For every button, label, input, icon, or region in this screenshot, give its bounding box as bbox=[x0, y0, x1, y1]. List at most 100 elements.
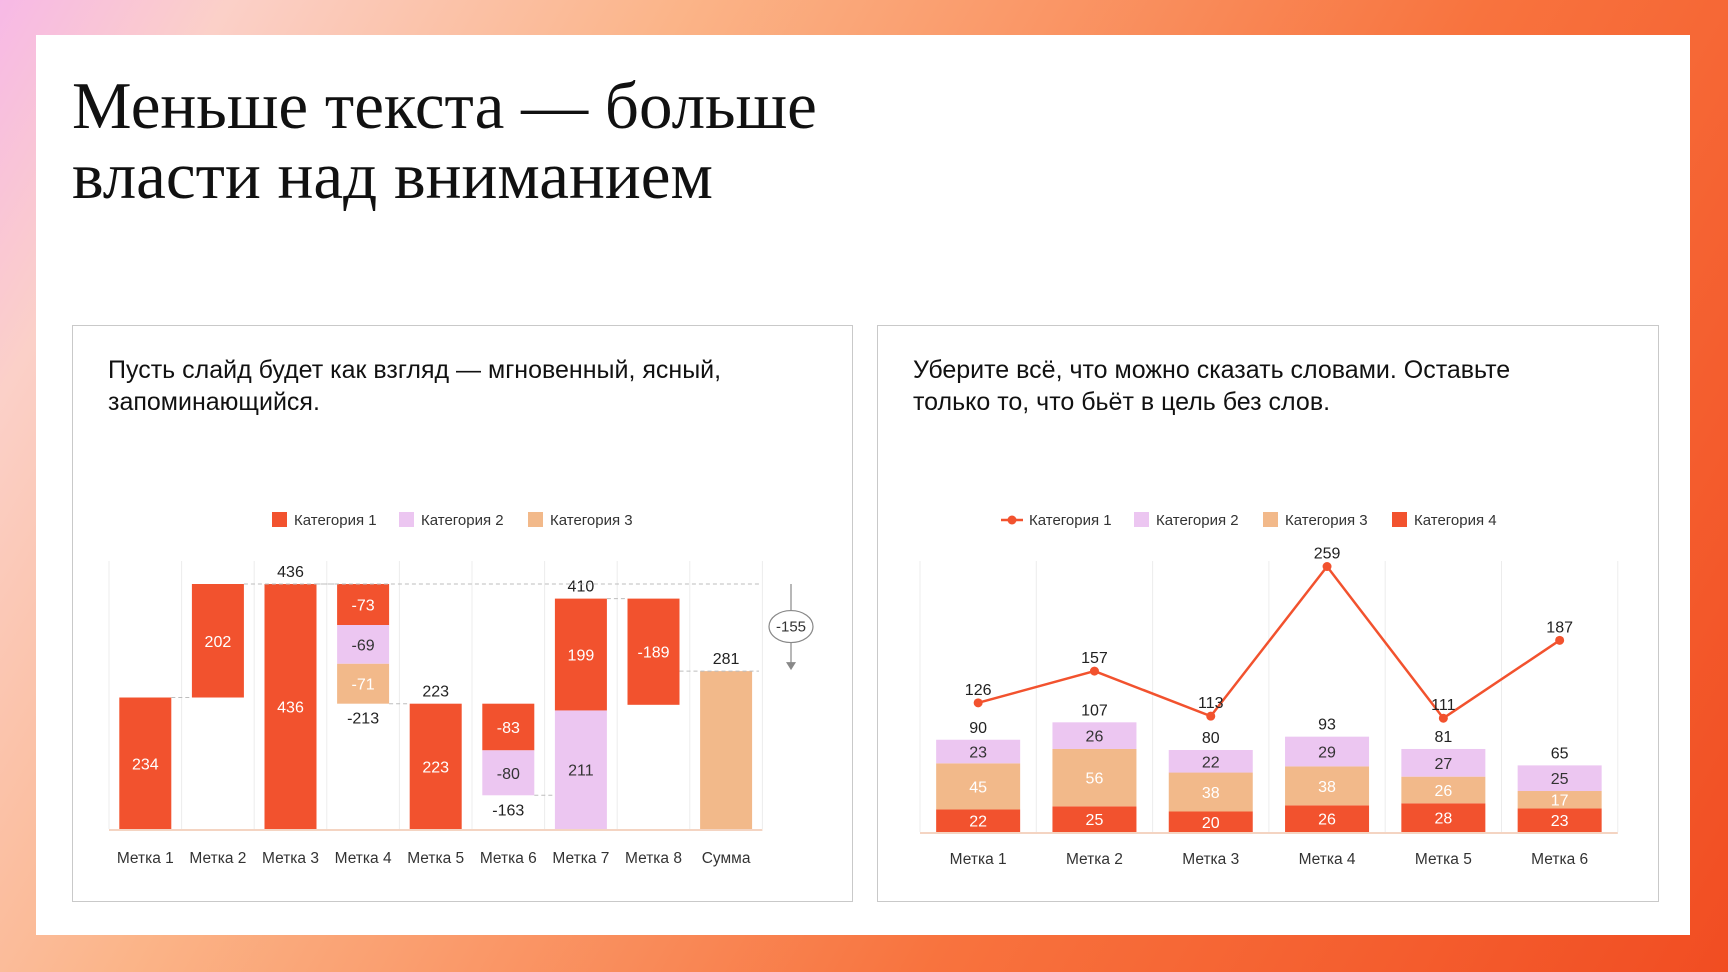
legend-label: Категория 1 bbox=[1029, 512, 1112, 529]
legend-swatch bbox=[528, 512, 543, 527]
difference-badge bbox=[768, 609, 814, 644]
waterfall-bar-segment bbox=[119, 697, 172, 829]
stacked-bar-segment bbox=[936, 739, 1021, 764]
waterfall-bar-segment bbox=[482, 750, 535, 796]
data-label: 28 bbox=[1434, 811, 1452, 828]
combo-caption-line-2: только то, что бьёт в цель без слов. bbox=[913, 388, 1331, 416]
line-value-label: 126 bbox=[965, 682, 992, 699]
waterfall-caption-line-1: Пусть слайд будет как взгляд — мгновенны… bbox=[108, 356, 722, 384]
combo-caption: Уберите всё, что можно сказать словами. … bbox=[913, 354, 1613, 418]
total-label: 410 bbox=[568, 579, 595, 596]
stacked-bar-segment bbox=[1517, 765, 1602, 791]
stacked-bar-segment bbox=[1052, 722, 1137, 749]
data-label: 436 bbox=[277, 700, 304, 717]
waterfall-bar-segment bbox=[337, 625, 390, 664]
data-label: 20 bbox=[1202, 815, 1220, 832]
data-label: 23 bbox=[969, 745, 987, 762]
data-label: -189 bbox=[637, 645, 669, 662]
stacked-bar-segment bbox=[1168, 750, 1253, 773]
legend-swatch bbox=[1263, 512, 1278, 527]
data-label: 26 bbox=[1318, 812, 1336, 829]
waterfall-bar-segment bbox=[554, 598, 607, 711]
title-line-2: власти над вниманием bbox=[72, 139, 713, 213]
waterfall-bar-segment bbox=[264, 584, 317, 829]
legend-label: Категория 3 bbox=[550, 512, 633, 529]
line-point bbox=[1555, 635, 1565, 645]
x-tick-label: Сумма bbox=[702, 850, 751, 867]
waterfall-bar-segment bbox=[337, 584, 390, 626]
x-tick-label: Метка 2 bbox=[1066, 851, 1123, 868]
x-tick-label: Метка 7 bbox=[552, 850, 609, 867]
legend-marker bbox=[1007, 515, 1017, 525]
legend-label: Категория 2 bbox=[1156, 512, 1239, 529]
x-tick-label: Метка 4 bbox=[1299, 851, 1356, 868]
data-label: 234 bbox=[132, 756, 159, 773]
line-point bbox=[1322, 562, 1332, 572]
data-label: 27 bbox=[1434, 756, 1452, 773]
data-label: -73 bbox=[352, 598, 375, 615]
legend-swatch bbox=[1392, 512, 1407, 527]
data-label: 38 bbox=[1202, 785, 1220, 802]
x-tick-label: Метка 1 bbox=[950, 851, 1007, 868]
data-label: 26 bbox=[1434, 783, 1452, 800]
legend-swatch bbox=[1134, 512, 1149, 527]
waterfall-bar-segment bbox=[191, 584, 244, 698]
total-label: -213 bbox=[347, 711, 379, 728]
total-label: 93 bbox=[1318, 717, 1336, 734]
line-point bbox=[1206, 711, 1216, 721]
total-label: 436 bbox=[277, 564, 304, 581]
line-value-label: 187 bbox=[1546, 619, 1573, 636]
data-label: -83 bbox=[497, 720, 520, 737]
line-value-label: 259 bbox=[1314, 546, 1341, 563]
data-label: 223 bbox=[422, 759, 449, 776]
x-tick-label: Метка 2 bbox=[189, 850, 246, 867]
stacked-bar-segment bbox=[1168, 772, 1253, 812]
stacked-bar-segment bbox=[1401, 803, 1486, 832]
x-tick-label: Метка 6 bbox=[480, 850, 537, 867]
waterfall-bar-segment bbox=[409, 703, 462, 829]
legend-swatch bbox=[272, 512, 287, 527]
data-label: 56 bbox=[1086, 771, 1104, 788]
stacked-bar-segment bbox=[1517, 808, 1602, 832]
difference-label: -155 bbox=[776, 619, 806, 636]
waterfall-bar-segment bbox=[482, 703, 535, 751]
data-label: 211 bbox=[568, 763, 594, 780]
title-line-1: Меньше текста — больше bbox=[72, 69, 817, 143]
line-point bbox=[1089, 666, 1099, 676]
data-label: 29 bbox=[1318, 745, 1336, 762]
data-label: 23 bbox=[1551, 813, 1569, 830]
legend-swatch bbox=[399, 512, 414, 527]
total-label: -163 bbox=[492, 802, 524, 819]
total-label: 223 bbox=[422, 684, 449, 701]
combo-caption-line-1: Уберите всё, что можно сказать словами. … bbox=[913, 356, 1511, 384]
total-label: 65 bbox=[1551, 745, 1569, 762]
legend-label: Категория 1 bbox=[294, 512, 377, 529]
data-label: -80 bbox=[497, 766, 520, 783]
stacked-bar-segment bbox=[1052, 748, 1137, 807]
line-value-label: 113 bbox=[1198, 695, 1224, 712]
waterfall-chart-panel: Пусть слайд будет как взгляд — мгновенны… bbox=[72, 325, 853, 902]
x-tick-label: Метка 5 bbox=[407, 850, 464, 867]
data-label: 26 bbox=[1086, 729, 1104, 746]
line-point bbox=[1438, 713, 1448, 723]
x-tick-label: Метка 3 bbox=[262, 850, 319, 867]
total-label: 80 bbox=[1202, 730, 1220, 747]
total-label: 81 bbox=[1434, 729, 1452, 746]
line-value-label: 157 bbox=[1081, 650, 1108, 667]
total-label: 107 bbox=[1081, 702, 1108, 719]
legend-label: Категория 4 bbox=[1414, 512, 1497, 529]
stacked-bar-segment bbox=[936, 809, 1021, 832]
stacked-bar-segment bbox=[1401, 748, 1486, 777]
stacked-bar-segment bbox=[1168, 811, 1253, 832]
waterfall-chart: Категория 1 Категория 2 Категория 3 234 Метк… bbox=[108, 512, 814, 867]
stacked-bar-segment bbox=[1285, 766, 1370, 806]
data-label: 22 bbox=[969, 814, 987, 831]
x-tick-label: Метка 6 bbox=[1531, 851, 1588, 868]
data-label: 25 bbox=[1551, 771, 1569, 788]
waterfall-bar-segment bbox=[700, 671, 753, 829]
stacked-bar-segment bbox=[1517, 791, 1602, 809]
stacked-bar-segment bbox=[936, 763, 1021, 810]
slide: Меньше текста — больше власти над вниман… bbox=[36, 35, 1690, 935]
data-label: 22 bbox=[1202, 754, 1220, 771]
combo-chart-panel: Уберите всё, что можно сказать словами. … bbox=[877, 325, 1659, 902]
